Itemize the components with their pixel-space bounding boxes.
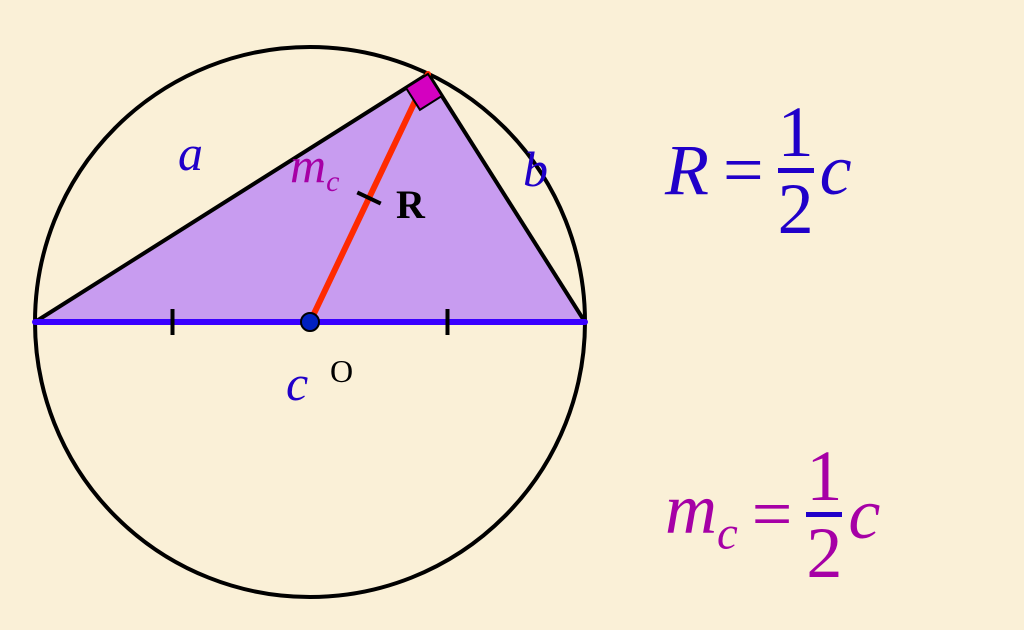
formula-R-lhs: R: [665, 129, 709, 212]
center-point: [301, 313, 319, 331]
formula-mc-fraction: 12: [806, 440, 842, 589]
label-R: R: [396, 182, 426, 227]
formula-R-fraction: 12: [778, 96, 814, 245]
formula-mc-lhs: mc: [665, 468, 738, 560]
formula-R: R=12c: [665, 96, 852, 245]
formula-mc: mc=12c: [665, 440, 880, 589]
formula-R-equals: =: [723, 129, 764, 212]
label-c: c: [286, 355, 308, 411]
formula-mc-equals: =: [752, 473, 793, 556]
formula-mc-rhs: c: [848, 473, 880, 556]
label-a: a: [178, 125, 203, 181]
label-b: b: [523, 141, 548, 197]
label-O: O: [330, 353, 353, 389]
diagram-stage: abcORmcR=12cmc=12c: [0, 0, 1024, 630]
formula-R-rhs: c: [820, 129, 852, 212]
triangle-fill: [35, 74, 585, 322]
